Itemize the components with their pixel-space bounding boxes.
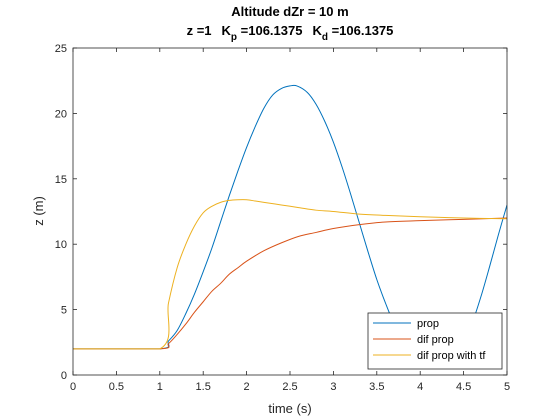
title-kd-sub: d [322,32,328,43]
legend-label-dif-prop: dif prop [417,334,454,346]
title-kd-value: =106.1375 [328,23,393,38]
y-tick-label: 15 [55,174,67,186]
legend-label-dif-prop-with-tf: dif prop with tf [417,350,486,362]
x-tick-label: 3.5 [369,381,384,393]
legend-label-prop: prop [417,318,439,330]
title-kd-symbol: K [312,23,322,38]
title-kp-value: =106.1375 [237,23,302,38]
axes-border [72,47,508,376]
ticks-layer: 0 0.5 1 1.5 2 2.5 3 3.5 4 4.5 5 0 5 10 15 20 25 [55,43,510,393]
y-tick-label: 10 [55,239,67,251]
x-tick-label: 4 [417,381,423,393]
title-z-part: z =1 [187,23,212,38]
x-tick-label: 2 [244,381,250,393]
legend-box [367,312,503,370]
y-tick-label: 20 [55,108,67,120]
legend: prop dif prop dif prop with tf [367,312,503,370]
y-axis-label: z (m) [31,196,46,226]
chart-title-line1: Altitude dZr = 10 m [231,4,348,19]
x-tick-label: 4.5 [456,381,471,393]
x-tick-label: 2.5 [282,381,297,393]
x-tick-label: 1 [157,381,163,393]
series-line-dif-prop [73,217,507,350]
y-tick-label: 25 [55,43,67,55]
x-tick-label: 5 [504,381,510,393]
y-tick-label: 0 [61,370,67,382]
y-tick-label: 5 [61,305,67,317]
title-kp-sub: p [231,32,237,43]
x-tick-label: 1.5 [196,381,211,393]
x-tick-label: 0.5 [109,381,124,393]
x-tick-label: 0 [70,381,76,393]
x-tick-label: 3 [330,381,336,393]
title-kp-symbol: K [222,23,232,38]
x-axis-label: time (s) [268,401,311,416]
series-line-dif-prop-with-tf [73,199,507,350]
chart-title-line2: z =1 Kp =106.1375 Kd =106.1375 [187,23,394,43]
